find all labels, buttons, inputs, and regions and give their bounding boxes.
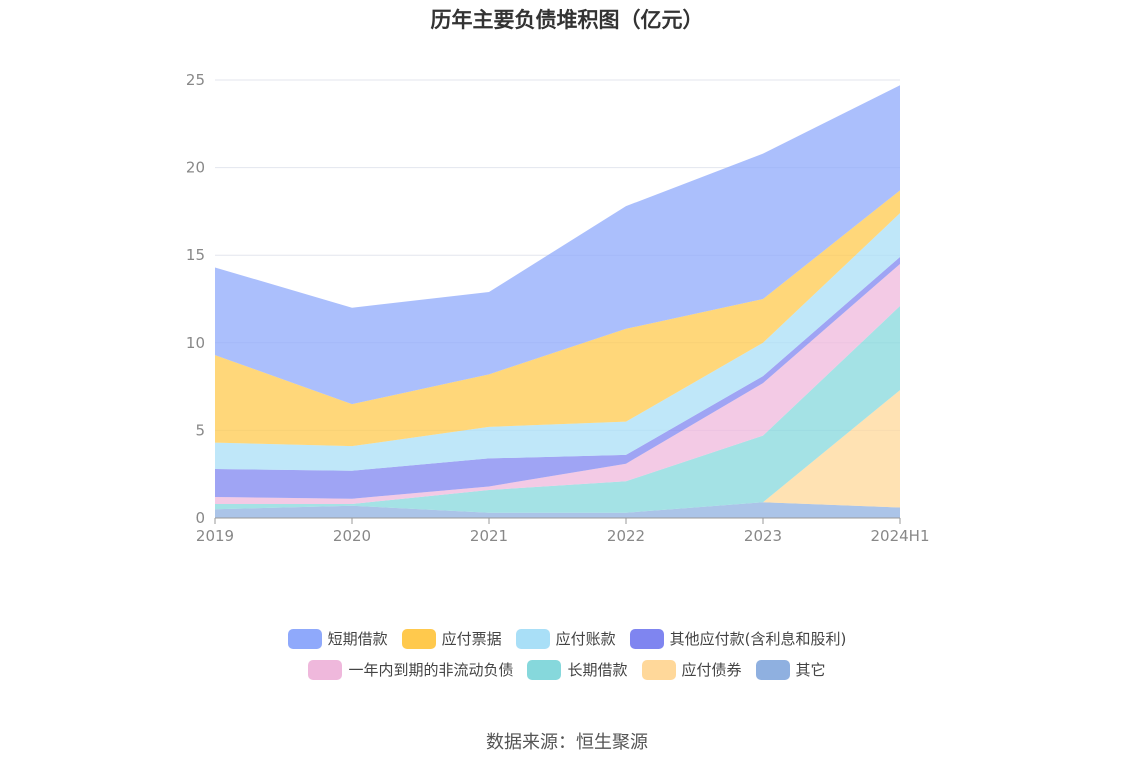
legend-label: 长期借款 xyxy=(567,661,628,679)
area-series xyxy=(215,85,900,518)
legend-swatch xyxy=(629,628,664,649)
y-tick-label: 15 xyxy=(186,246,205,264)
legend-swatch xyxy=(401,628,436,649)
stacked-area-chart: 0 5 10 15 20 25 2019 2020 2021 2022 2023 2024H1 xyxy=(186,71,930,545)
legend-swatch xyxy=(308,659,343,680)
legend-swatch xyxy=(641,659,676,680)
legend-item[interactable]: 短期借款 xyxy=(287,628,388,649)
legend-label: 一年内到期的非流动负债 xyxy=(348,661,514,679)
x-tick-label: 2021 xyxy=(470,527,508,545)
y-tick-label: 25 xyxy=(186,71,205,89)
legend-label: 其它 xyxy=(795,661,826,679)
legend-item[interactable]: 一年内到期的非流动负债 xyxy=(308,659,513,680)
area-长期借款 xyxy=(215,306,900,513)
y-tick-label: 20 xyxy=(186,159,205,177)
area-一年内到期的非流动负债 xyxy=(215,263,900,504)
x-tick-label: 2019 xyxy=(196,527,234,545)
x-tick-label: 2020 xyxy=(333,527,371,545)
data-source: 数据来源：恒生聚源 xyxy=(486,732,648,753)
y-tick-label: 5 xyxy=(195,421,205,439)
legend-row-1: 短期借款 应付票据 应付账款 其他应付款(含利息和股利) xyxy=(0,628,1134,649)
legend-item[interactable]: 应付债券 xyxy=(641,659,742,680)
legend-item[interactable]: 应付票据 xyxy=(401,628,502,649)
area-应付票据 xyxy=(215,190,900,447)
legend-label: 其他应付款(含利息和股利) xyxy=(669,630,847,648)
legend-swatch xyxy=(755,659,790,680)
legend-item[interactable]: 长期借款 xyxy=(527,659,628,680)
area-应付债券 xyxy=(215,390,900,513)
area-短期借款 xyxy=(215,85,900,405)
legend-swatch xyxy=(287,628,322,649)
x-tick-label: 2024H1 xyxy=(871,527,930,545)
area-应付账款 xyxy=(215,213,900,471)
legend-row-2: 一年内到期的非流动负债 长期借款 应付债券 其它 xyxy=(0,659,1134,680)
x-tick-label: 2022 xyxy=(607,527,645,545)
legend-item[interactable]: 其它 xyxy=(755,659,826,680)
area-其它 xyxy=(215,502,900,518)
area-其他应付款(含利息和股利) xyxy=(215,256,900,499)
legend-label: 应付票据 xyxy=(441,630,502,648)
legend-label: 短期借款 xyxy=(327,630,388,648)
y-tick-label: 0 xyxy=(195,509,205,527)
legend-item[interactable]: 其他应付款(含利息和股利) xyxy=(629,628,847,649)
x-tick-label: 2023 xyxy=(744,527,782,545)
legend-label: 应付账款 xyxy=(555,630,616,648)
y-tick-label: 10 xyxy=(186,334,205,352)
legend: 短期借款 应付票据 应付账款 其他应付款(含利息和股利) 一年内到期的非流动负债 长期借… xyxy=(0,628,1134,690)
legend-item[interactable]: 应付账款 xyxy=(515,628,616,649)
legend-swatch xyxy=(515,628,550,649)
axes: 0 5 10 15 20 25 2019 2020 2021 2022 2023 2024H1 xyxy=(186,71,930,545)
chart-title: 历年主要负债堆积图（亿元） xyxy=(430,8,704,32)
legend-label: 应付债券 xyxy=(681,661,742,679)
legend-swatch xyxy=(527,659,562,680)
